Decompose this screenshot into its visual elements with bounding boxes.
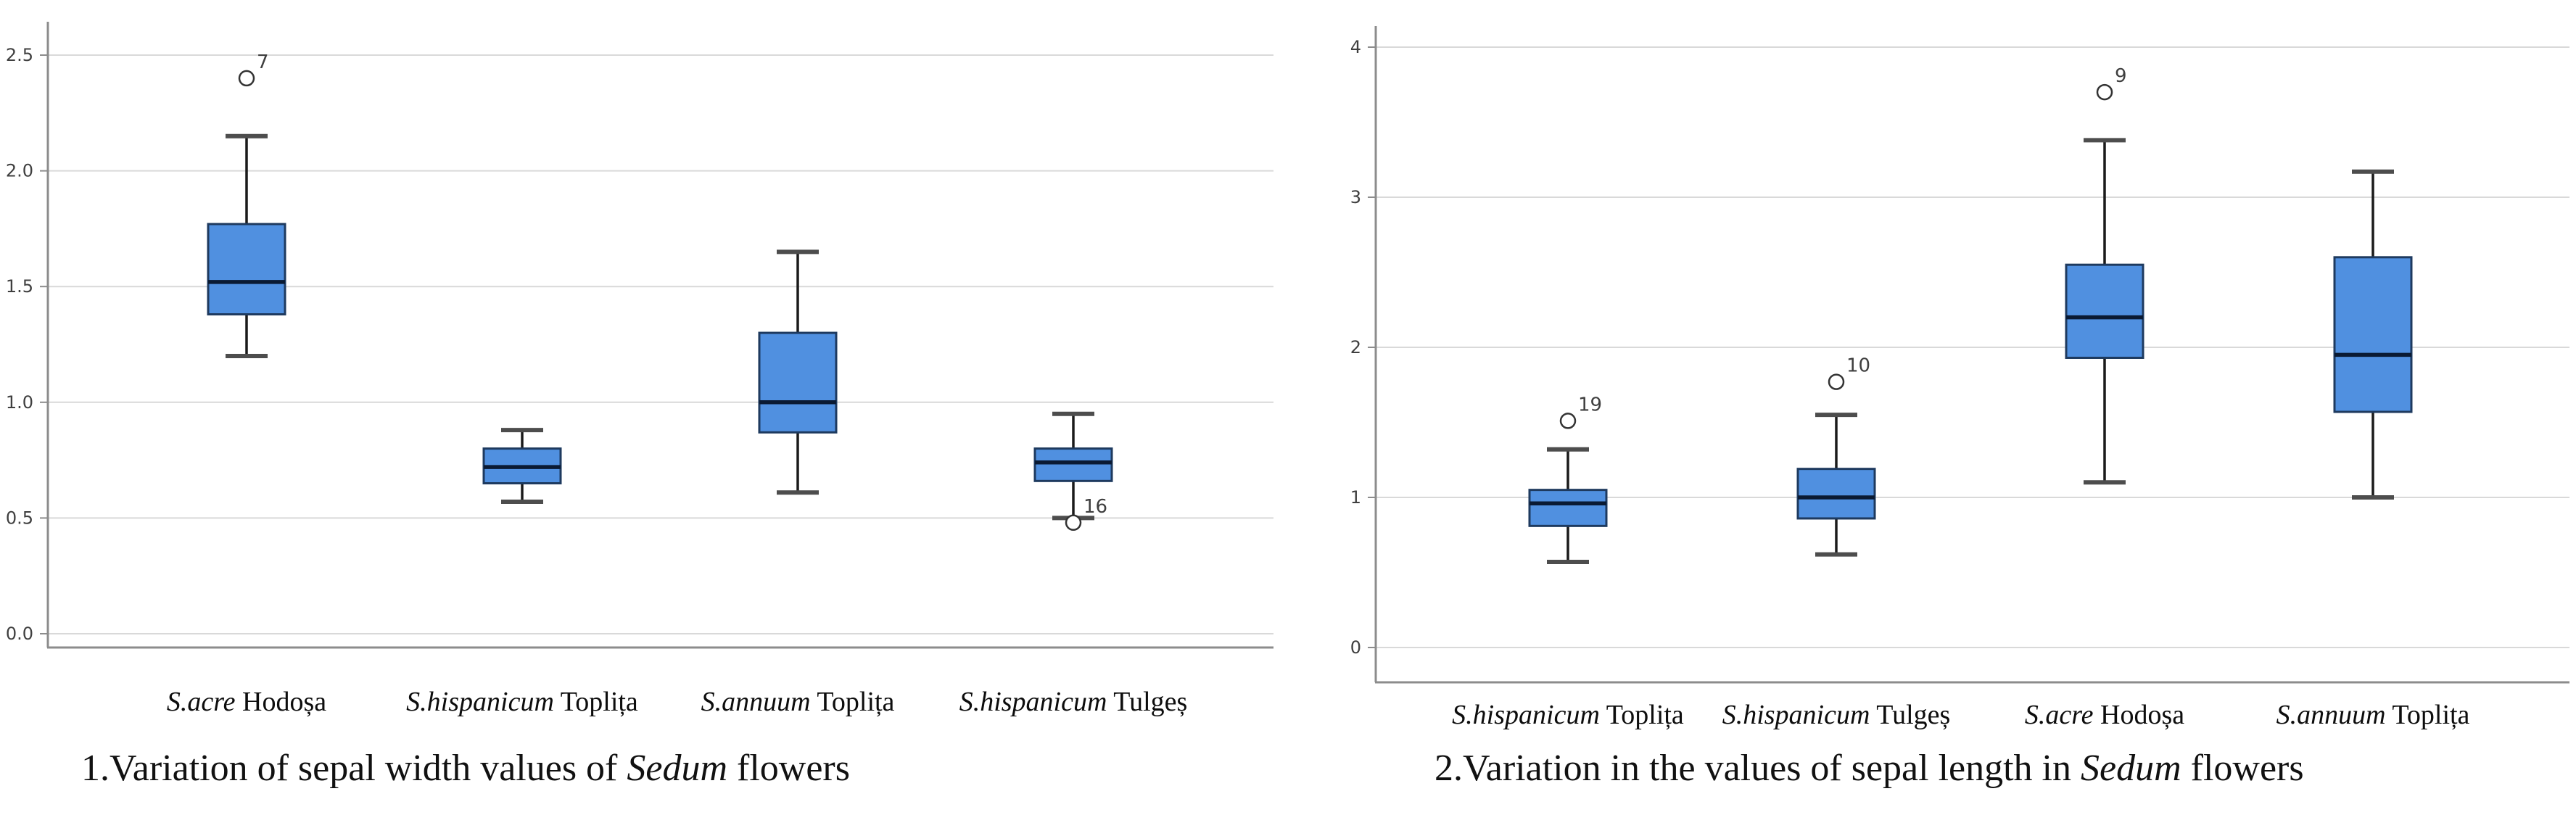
outlier-label: 19: [1578, 394, 1602, 415]
locality-name: Toplița: [811, 687, 895, 717]
locality-name: Tulgeș: [1870, 700, 1950, 730]
species-name: S.acre: [167, 687, 236, 717]
iqr-box: [1033, 447, 1113, 482]
locality-name: Tulgeș: [1107, 687, 1187, 717]
box-group: 16: [1033, 411, 1113, 531]
x-category-label: S.annuum Toplița: [2276, 700, 2470, 730]
caption-1-prefix: 1.Variation of sepal width values of: [81, 748, 627, 789]
box-group: 9: [2065, 65, 2144, 485]
outlier-point: [1559, 413, 1577, 429]
species-name: S.hispanicum: [1452, 700, 1600, 730]
species-name: S.hispanicum: [1722, 700, 1870, 730]
iqr-box: [2333, 256, 2413, 413]
x-category-label: S.acre Hodoșa: [167, 687, 326, 717]
y-tick-label: 0.5: [6, 508, 33, 528]
box-group: 10: [1796, 355, 1876, 557]
iqr-box: [207, 223, 286, 316]
locality-name: Hodoșa: [2094, 700, 2185, 730]
outlier-label: 10: [1846, 355, 1870, 377]
y-tick-label: 1.0: [6, 392, 33, 413]
locality-name: Hodoșa: [236, 687, 327, 717]
caption-2-suffix: flowers: [2181, 748, 2304, 789]
species-name: S.annuum: [2276, 700, 2386, 730]
caption-1-genus: Sedum: [627, 748, 728, 789]
locality-name: Toplița: [2386, 700, 2470, 730]
x-category-label: S.acre Hodoșa: [2025, 700, 2184, 730]
species-name: S.acre: [2025, 700, 2094, 730]
caption-2-genus: Sedum: [2081, 748, 2181, 789]
chart-caption-2: 2.Variation in the values of sepal lengt…: [1434, 747, 2304, 790]
iqr-box: [1528, 489, 1608, 527]
sepal-length-boxplot: 0 1 2 3 4 19 S.hispanicum Toplița 10 S.hispanicu…: [1350, 26, 2569, 730]
box-group: [758, 249, 838, 495]
y-tick-label: 2: [1350, 337, 1361, 357]
iqr-box: [1796, 468, 1876, 520]
chart-caption-1: 1.Variation of sepal width values of Sed…: [81, 747, 850, 790]
x-category-label: S.hispanicum Toplița: [406, 687, 638, 717]
species-name: S.hispanicum: [406, 687, 554, 717]
box-group: [482, 428, 562, 505]
y-tick-label: 4: [1350, 37, 1361, 57]
locality-name: Toplița: [554, 687, 638, 717]
y-tick-label: 0: [1350, 637, 1361, 658]
box-group: [2333, 169, 2413, 500]
sepal-length-chart-figure: 0 1 2 3 4 19 S.hispanicum Toplița 10 S.hispanicu…: [1298, 0, 2576, 815]
y-tick-label: 0.0: [6, 624, 33, 644]
sepal-width-boxplot: 0.0 0.5 1.0 1.5 2.0 2.5 7 S.acre Hodoșa S.hispan…: [6, 22, 1273, 717]
y-tick-label: 1: [1350, 487, 1361, 508]
outlier-point: [238, 70, 255, 87]
outlier-point: [1065, 514, 1082, 531]
outlier-label: 9: [2115, 65, 2127, 87]
x-category-label: S.hispanicum Tulgeș: [1722, 700, 1951, 730]
x-category-label: S.hispanicum Tulgeș: [959, 687, 1188, 717]
outlier-label: 16: [1083, 496, 1107, 518]
box-group: 19: [1528, 394, 1608, 565]
y-tick-label: 3: [1350, 187, 1361, 207]
iqr-box: [2065, 263, 2144, 359]
locality-name: Toplița: [1600, 700, 1684, 730]
outlier-point: [2096, 83, 2113, 101]
outlier-label: 7: [257, 51, 269, 73]
x-category-label: S.annuum Toplița: [701, 687, 895, 717]
iqr-box: [758, 331, 838, 434]
species-name: S.hispanicum: [959, 687, 1107, 717]
y-tick-label: 2.0: [6, 161, 33, 181]
y-tick-label: 1.5: [6, 276, 33, 297]
caption-1-suffix: flowers: [727, 748, 850, 789]
box-group: 7: [207, 51, 286, 358]
caption-2-prefix: 2.Variation in the values of sepal lengt…: [1434, 748, 2081, 789]
outlier-point: [1828, 373, 1845, 390]
sepal-width-chart-figure: 0.0 0.5 1.0 1.5 2.0 2.5 7 S.acre Hodoșa S.hispan…: [6, 22, 1273, 790]
x-category-label: S.hispanicum Toplița: [1452, 700, 1684, 730]
y-tick-label: 2.5: [6, 45, 33, 65]
species-name: S.annuum: [701, 687, 811, 717]
